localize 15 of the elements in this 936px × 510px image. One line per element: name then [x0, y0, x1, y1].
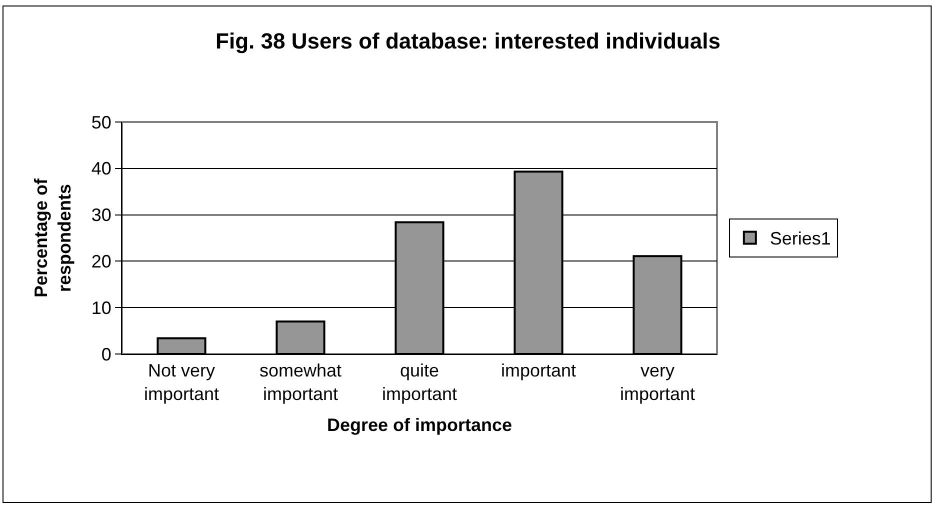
- x-tick-label: very important: [620, 360, 696, 404]
- y-tick-label: 50: [91, 112, 112, 132]
- y-tick-label: 10: [91, 298, 112, 318]
- y-tick-label: 20: [91, 252, 112, 272]
- y-tick-label: 40: [91, 158, 112, 179]
- y-tick-label: 0: [101, 344, 112, 364]
- x-tick-label: Not very important: [144, 360, 220, 404]
- legend-label: Series1: [770, 228, 831, 249]
- x-tick-label: quite important: [382, 360, 458, 404]
- y-tick-label: 30: [91, 205, 112, 226]
- x-tick-label: somewhat important: [259, 360, 342, 404]
- chart-title: Fig. 38 Users of database: interested individuals: [216, 28, 720, 54]
- x-axis-title: Degree of importance: [326, 415, 512, 436]
- y-axis-title: Percentage of respondents: [31, 177, 75, 298]
- x-tick-label: important: [500, 360, 576, 381]
